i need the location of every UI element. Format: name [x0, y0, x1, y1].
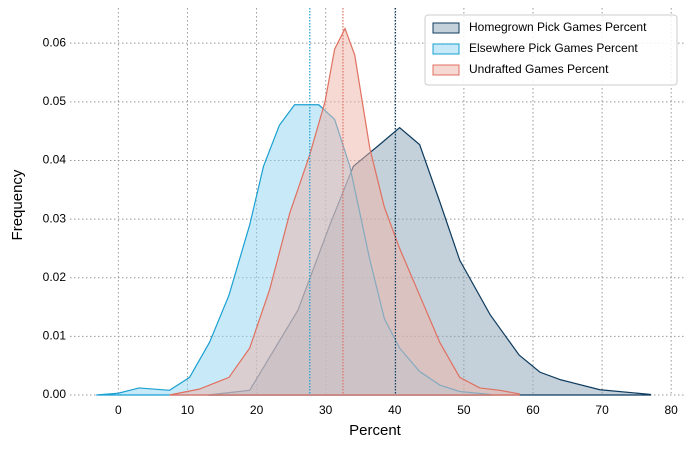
legend-label: Elsewhere Pick Games Percent	[469, 41, 638, 55]
y-tick-label: 0.03	[43, 211, 67, 225]
x-tick-label: 10	[181, 403, 195, 417]
x-tick-label: 80	[665, 403, 679, 417]
density-area	[169, 27, 520, 396]
x-tick-label: 20	[250, 403, 264, 417]
y-tick-label: 0.06	[43, 35, 67, 49]
legend-swatch	[432, 22, 460, 34]
x-tick-label: 40	[388, 403, 402, 417]
legend-box	[424, 14, 678, 86]
y-axis-label: Frequency	[9, 169, 26, 240]
y-tick-label: 0.04	[43, 153, 67, 167]
x-tick-label: 0	[115, 403, 122, 417]
legend-swatch	[432, 43, 460, 55]
x-tick-label: 60	[526, 403, 540, 417]
y-tick-label: 0.01	[43, 329, 67, 343]
legend-label: Undrafted Games Percent	[469, 62, 609, 76]
y-tick-label: 0.05	[43, 94, 67, 108]
x-tick-label: 70	[595, 403, 609, 417]
y-tick-label: 0.02	[43, 270, 67, 284]
legend-swatch	[432, 64, 460, 76]
x-tick-label: 50	[457, 403, 471, 417]
legend-label: Homegrown Pick Games Percent	[469, 20, 647, 34]
x-tick-label: 30	[319, 403, 333, 417]
y-tick-label: 0.00	[43, 387, 67, 401]
x-axis-label: Percent	[349, 422, 402, 439]
